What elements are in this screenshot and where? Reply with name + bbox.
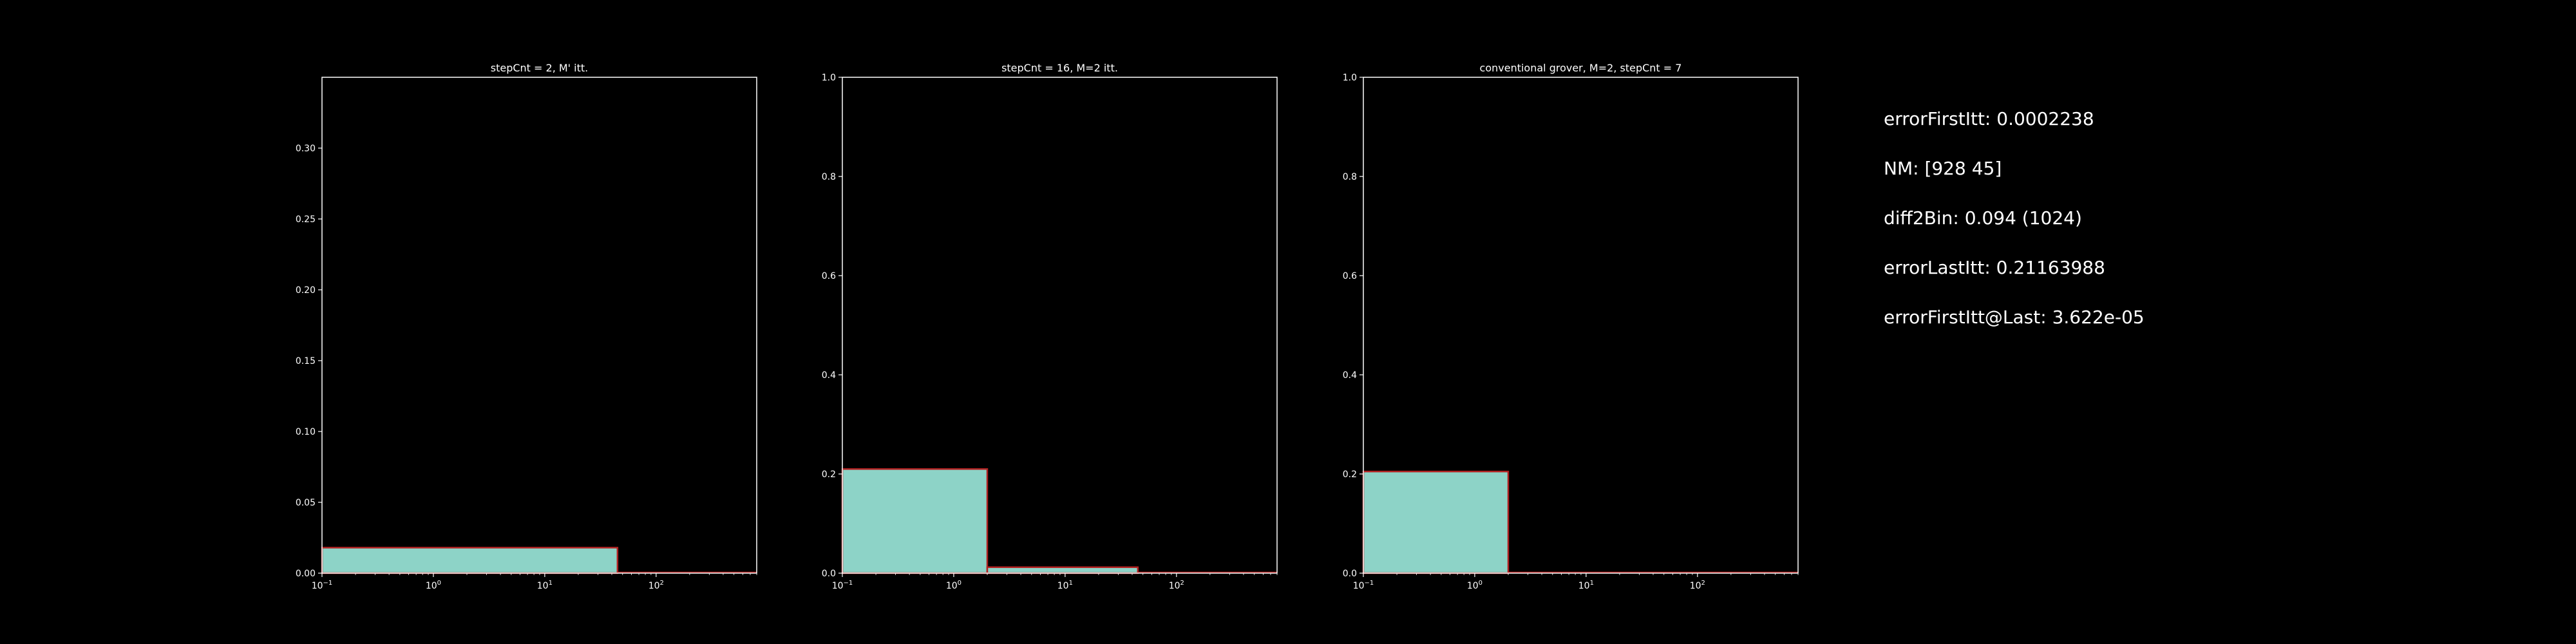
chart-title: conventional grover, M=2, stepCnt = 7 — [1480, 62, 1682, 74]
axes-frame — [321, 77, 757, 574]
x-tick-exponent: 2 — [1180, 580, 1184, 587]
chart-title: stepCnt = 2, M' itt. — [491, 62, 589, 74]
y-tick-label: 0.6 — [1343, 271, 1357, 281]
stat-diff2bin: diff2Bin: 0.094 (1024) — [1884, 207, 2082, 229]
y-tick-label: 0.05 — [296, 498, 316, 508]
x-tick-exponent: 1 — [1590, 580, 1594, 587]
axes-frame — [1363, 77, 1799, 574]
y-tick-label: 0.25 — [296, 214, 316, 225]
histogram-bar — [986, 566, 1139, 574]
y-tick-label: 0.6 — [822, 271, 836, 281]
x-tick-exponent: −1 — [844, 580, 853, 587]
y-tick-label: 0.10 — [296, 427, 316, 437]
x-tick-exponent: 2 — [1701, 580, 1705, 587]
y-tick-label: 1.0 — [822, 73, 836, 83]
y-tick-label: 0.30 — [296, 144, 316, 154]
histogram-bar — [321, 547, 619, 574]
x-tick-exponent: 0 — [1479, 580, 1482, 587]
y-tick-label: 1.0 — [1343, 73, 1357, 83]
y-tick-label: 0.8 — [822, 172, 836, 182]
x-tick-exponent: 0 — [437, 580, 441, 587]
x-tick-exponent: 1 — [549, 580, 553, 587]
histogram-bar — [1362, 470, 1510, 574]
y-tick-label: 0.8 — [1343, 172, 1357, 182]
histogram-bar — [841, 468, 989, 574]
x-tick-exponent: 0 — [958, 580, 961, 587]
stats-panel: errorFirstItt: 0.0002238 NM: [928 45] di… — [1884, 108, 2145, 356]
axes-frame — [842, 77, 1278, 574]
y-tick-label: 0.20 — [296, 285, 316, 296]
y-tick-label: 0.0 — [1343, 569, 1357, 579]
chart-panel-2: stepCnt = 16, M=2 itt. 0.0 0.2 0.4 0.6 0.8 1.0… — [822, 62, 1278, 591]
x-tick-exponent: 1 — [1069, 580, 1073, 587]
x-tick-exponent: −1 — [323, 580, 333, 587]
stat-nm: NM: [928 45] — [1884, 158, 2002, 179]
stat-error-first-itt-at-last: errorFirstItt@Last: 3.622e-05 — [1884, 307, 2145, 328]
chart-panel-1: stepCnt = 2, M' itt. 0.00 0.05 0.10 0.15 0.20… — [296, 62, 757, 591]
stat-error-first-itt: errorFirstItt: 0.0002238 — [1884, 108, 2094, 129]
y-tick-label: 0.2 — [822, 469, 836, 480]
x-tick-exponent: −1 — [1365, 580, 1374, 587]
y-tick-label: 0.15 — [296, 356, 316, 366]
y-tick-label: 0.00 — [296, 569, 316, 579]
y-tick-label: 0.0 — [822, 569, 836, 579]
y-tick-label: 0.4 — [1343, 370, 1357, 381]
chart-title: stepCnt = 16, M=2 itt. — [1001, 62, 1118, 74]
y-tick-label: 0.4 — [822, 370, 836, 381]
stat-error-last-itt: errorLastItt: 0.21163988 — [1884, 257, 2105, 278]
x-tick-exponent: 2 — [660, 580, 664, 587]
y-tick-label: 0.2 — [1343, 469, 1357, 480]
